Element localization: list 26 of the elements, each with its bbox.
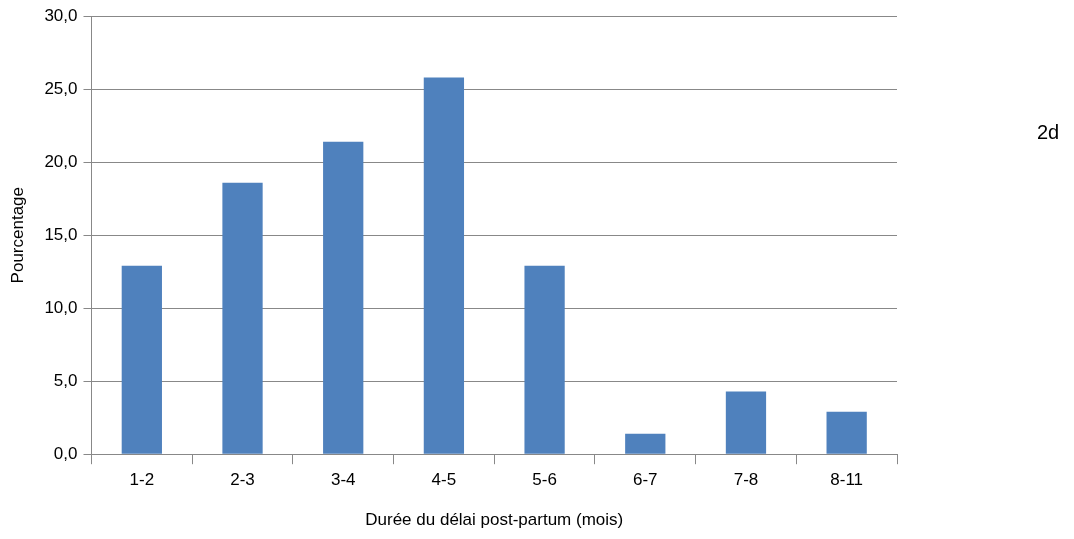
bar [524,265,565,454]
x-tick-label: 3-4 [330,470,356,490]
y-tick-label: 25,0 [44,78,78,98]
y-tick-label: 20,0 [44,151,78,171]
bar [323,141,364,454]
x-tick-label: 1-2 [129,470,155,490]
y-axis-title: Pourcentage [7,187,27,284]
y-tick-label: 10,0 [44,297,78,317]
x-tick-label: 4-5 [431,470,457,490]
bar [423,77,465,454]
y-tick-label: 5,0 [53,370,78,390]
x-tick-label: 5-6 [532,470,557,490]
bar [625,433,666,454]
x-tick-label: 7-8 [733,470,759,490]
y-tick-label: 0,0 [53,443,78,463]
bar [826,411,867,454]
text: 2d [1036,120,1060,143]
x-tick-label: 2-3 [230,470,255,490]
y-tick-label: 15,0 [44,224,78,244]
x-axis-title: Durée du délai post-partum (mois) [365,510,624,530]
bar [725,391,767,454]
x-tick-label: 6-7 [632,470,658,490]
x-tick-label: 8-11 [830,470,864,490]
y-tick-label: 30,0 [44,5,78,25]
bar [121,265,162,454]
bar [222,182,263,454]
